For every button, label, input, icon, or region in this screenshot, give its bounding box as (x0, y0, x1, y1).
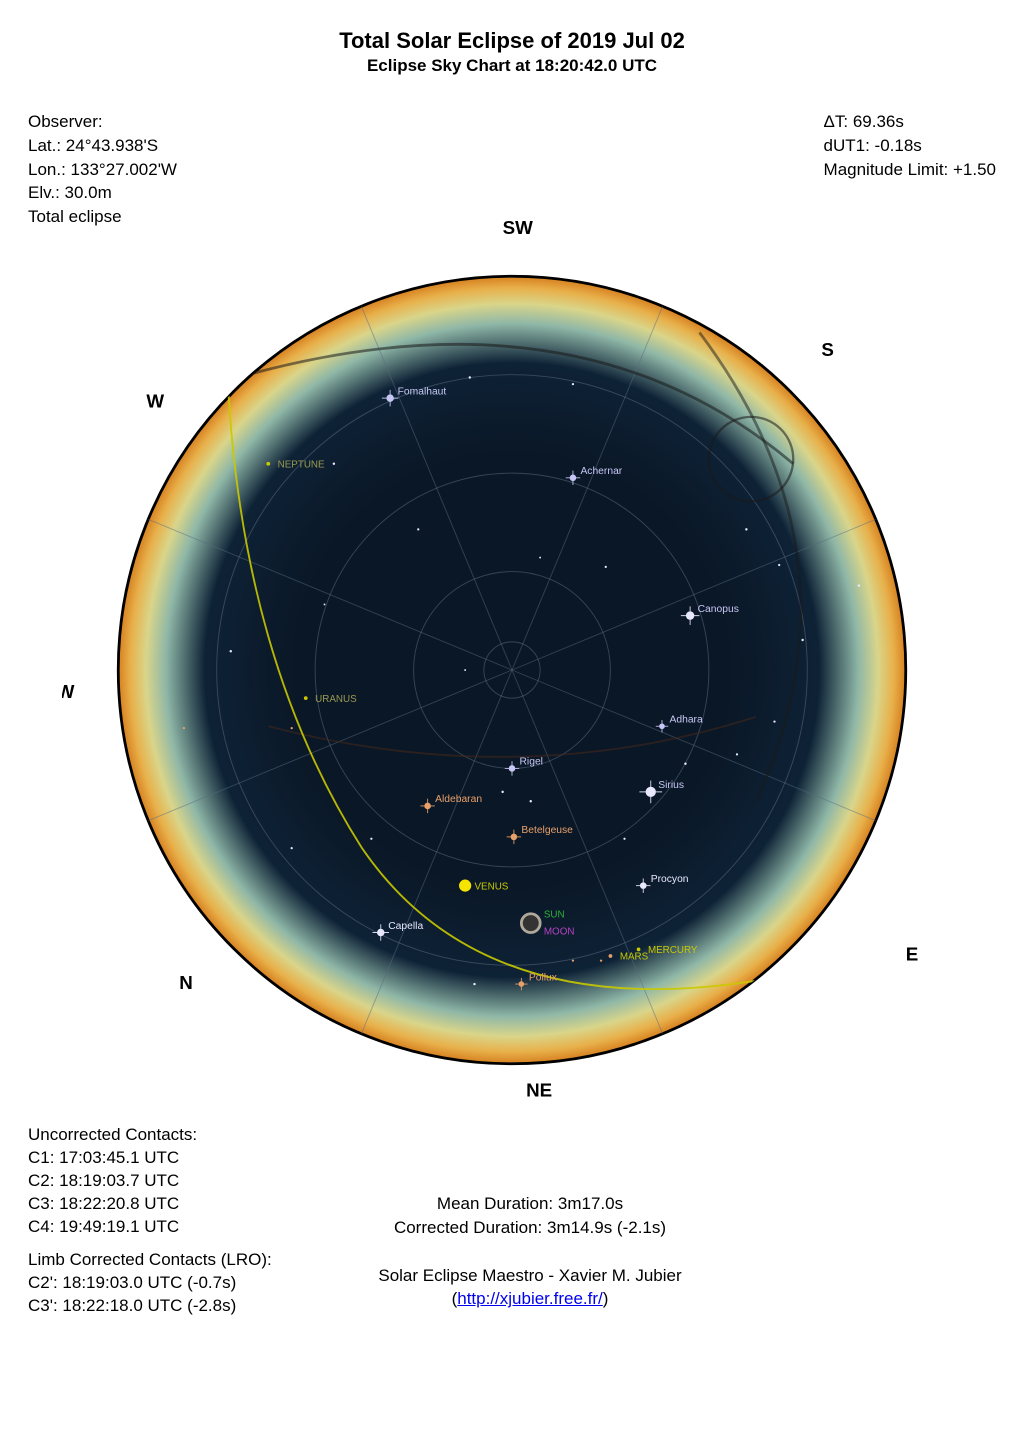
contacts-lro-heading: Limb Corrected Contacts (LRO): (28, 1249, 272, 1272)
observer-heading: Observer: (28, 110, 177, 134)
star-point (333, 463, 335, 465)
star-point (291, 847, 293, 849)
planet-label: URANUS (315, 694, 357, 705)
contacts-heading: Uncorrected Contacts: (28, 1124, 272, 1147)
star-point (501, 791, 503, 793)
delta-t: ΔT: 69.36s (824, 110, 996, 134)
star-point (778, 564, 780, 566)
star-point (530, 800, 532, 802)
mag-limit: Magnitude Limit: +1.50 (824, 158, 996, 182)
contact-c3: C3: 18:22:20.8 UTC (28, 1193, 272, 1216)
cardinal-label: SW (503, 220, 534, 238)
planet-point (609, 954, 613, 958)
planet-label: MERCURY (648, 945, 698, 956)
star-point (745, 528, 747, 530)
contacts-block: Uncorrected Contacts: C1: 17:03:45.1 UTC… (28, 1120, 272, 1318)
mean-duration: Mean Duration: 3m17.0s (320, 1192, 740, 1216)
contact-c1: C1: 17:03:45.1 UTC (28, 1147, 272, 1170)
star-point (736, 753, 738, 755)
cardinal-label: NW (62, 681, 75, 702)
star-label: Sirius (658, 780, 684, 791)
contact-c4: C4: 19:49:19.1 UTC (28, 1216, 272, 1239)
star-label: Rigel (520, 757, 543, 768)
star-point (230, 650, 232, 652)
star-point (324, 603, 326, 605)
planet-label: MARS (620, 952, 649, 963)
cardinal-label: W (146, 391, 164, 412)
star-point (858, 584, 860, 586)
sun-label: SUN (544, 910, 565, 921)
credit-link[interactable]: http://xjubier.free.fr/ (457, 1289, 603, 1308)
planet-point (459, 880, 471, 892)
cardinal-label: NE (526, 1080, 552, 1101)
subtitle: Eclipse Sky Chart at 18:20:42.0 UTC (0, 56, 1024, 76)
planet-point (637, 948, 641, 952)
star-point (572, 960, 574, 962)
page: Total Solar Eclipse of 2019 Jul 02 Eclip… (0, 0, 1024, 1448)
star-point (539, 557, 541, 559)
star-point (469, 376, 471, 378)
star-label: Aldebaran (435, 794, 482, 805)
title-block: Total Solar Eclipse of 2019 Jul 02 Eclip… (0, 0, 1024, 76)
contact-c2: C2: 18:19:03.7 UTC (28, 1170, 272, 1193)
star-label: Achernar (580, 466, 622, 477)
planet-label: VENUS (475, 881, 509, 892)
sky-chart: Fomalhaut Achernar Canopus Adhara Sirius Rige… (62, 220, 962, 1120)
planet-point (304, 696, 308, 700)
star-point (600, 960, 602, 962)
star-label: Betelgeuse (521, 825, 573, 836)
planet-point (266, 462, 270, 466)
star-point (291, 727, 293, 729)
observer-elv: Elv.: 30.0m (28, 181, 177, 205)
star-label: Procyon (651, 874, 689, 885)
star-point (623, 838, 625, 840)
observer-block: Observer: Lat.: 24°43.938'S Lon.: 133°27… (28, 110, 177, 229)
moon-label: MOON (544, 926, 575, 937)
star-point (417, 528, 419, 530)
star-point (773, 720, 775, 722)
star-point (370, 838, 372, 840)
star-label: Pollux (529, 972, 558, 983)
star-label: Canopus (698, 604, 739, 615)
star-point (473, 983, 475, 985)
contact-c2p: C2': 18:19:03.0 UTC (-0.7s) (28, 1272, 272, 1295)
star-point (464, 669, 466, 671)
credit: Solar Eclipse Maestro - Xavier M. Jubier (320, 1264, 740, 1288)
dut1: dUT1: -0.18s (824, 134, 996, 158)
star-label: Adhara (670, 715, 703, 726)
cardinal-label: N (179, 972, 193, 993)
planet-label: NEPTUNE (278, 460, 325, 471)
star-point (801, 639, 803, 641)
star-label: α Crucis (899, 488, 937, 499)
credit-url-wrap: (http://xjubier.free.fr/) (320, 1287, 740, 1311)
star-point (183, 727, 185, 729)
star-label: Fomalhaut (398, 386, 447, 397)
star-point (605, 566, 607, 568)
contact-c3p: C3': 18:22:18.0 UTC (-2.8s) (28, 1295, 272, 1318)
params-block: ΔT: 69.36s dUT1: -0.18s Magnitude Limit:… (824, 110, 996, 181)
star-label: Capella (388, 921, 423, 932)
eclipse-icon (521, 914, 540, 933)
corrected-duration: Corrected Duration: 3m14.9s (-2.1s) (320, 1216, 740, 1240)
star-point (572, 383, 574, 385)
star-icon (886, 493, 898, 505)
main-title: Total Solar Eclipse of 2019 Jul 02 (0, 28, 1024, 54)
star-point (684, 763, 686, 765)
cardinal-label: S (821, 339, 834, 360)
observer-lon: Lon.: 133°27.002'W (28, 158, 177, 182)
cardinal-label: E (906, 944, 919, 965)
observer-lat: Lat.: 24°43.938'S (28, 134, 177, 158)
footer-block: Mean Duration: 3m17.0s Corrected Duratio… (320, 1192, 740, 1311)
